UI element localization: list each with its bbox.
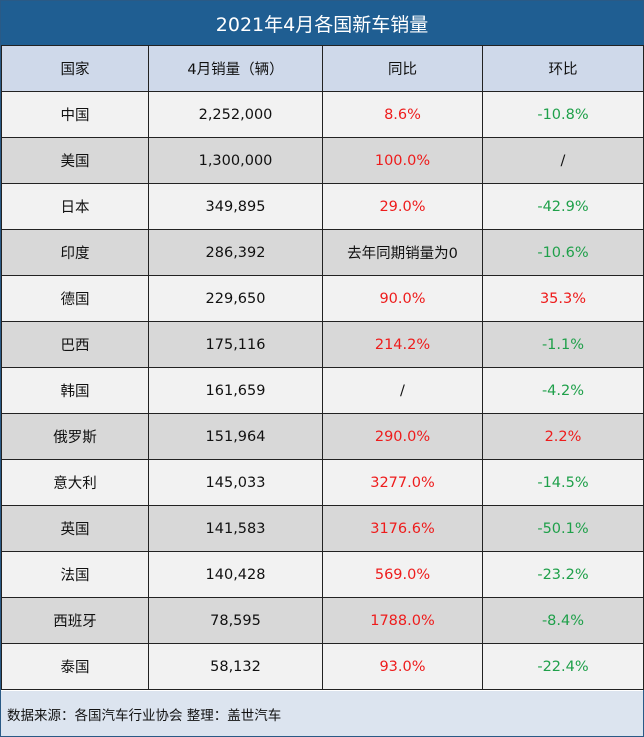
cell-mom: -50.1% (482, 505, 644, 552)
cell-country: 泰国 (1, 643, 149, 690)
cell-country: 中国 (1, 91, 149, 138)
table-row: 法国 140,428 569.0% -23.2% (1, 551, 644, 598)
cell-country: 法国 (1, 551, 149, 598)
cell-mom: 35.3% (482, 275, 644, 322)
cell-sales: 2,252,000 (148, 91, 323, 138)
cell-sales: 151,964 (148, 413, 323, 460)
cell-sales: 140,428 (148, 551, 323, 598)
table-row: 巴西 175,116 214.2% -1.1% (1, 321, 644, 368)
table-header-row: 国家 4月销量（辆） 同比 环比 (1, 45, 644, 92)
cell-yoy: / (322, 367, 483, 414)
cell-mom: -4.2% (482, 367, 644, 414)
header-yoy: 同比 (322, 45, 483, 92)
header-sales: 4月销量（辆） (148, 45, 323, 92)
cell-country: 意大利 (1, 459, 149, 506)
cell-yoy: 8.6% (322, 91, 483, 138)
cell-sales: 141,583 (148, 505, 323, 552)
cell-sales: 349,895 (148, 183, 323, 230)
table-row: 意大利 145,033 3277.0% -14.5% (1, 459, 644, 506)
table-row: 英国 141,583 3176.6% -50.1% (1, 505, 644, 552)
table-row: 泰国 58,132 93.0% -22.4% (1, 643, 644, 690)
cell-mom: -10.6% (482, 229, 644, 276)
cell-sales: 175,116 (148, 321, 323, 368)
table-row: 日本 349,895 29.0% -42.9% (1, 183, 644, 230)
cell-yoy: 100.0% (322, 137, 483, 184)
cell-yoy: 214.2% (322, 321, 483, 368)
cell-country: 日本 (1, 183, 149, 230)
cell-sales: 78,595 (148, 597, 323, 644)
table-row: 中国 2,252,000 8.6% -10.8% (1, 91, 644, 138)
cell-country: 印度 (1, 229, 149, 276)
table-title: 2021年4月各国新车销量 (1, 1, 643, 45)
cell-country: 英国 (1, 505, 149, 552)
cell-sales: 229,650 (148, 275, 323, 322)
cell-yoy: 90.0% (322, 275, 483, 322)
cell-yoy: 1788.0% (322, 597, 483, 644)
cell-sales: 145,033 (148, 459, 323, 506)
header-country: 国家 (1, 45, 149, 92)
cell-country: 韩国 (1, 367, 149, 414)
cell-mom: -23.2% (482, 551, 644, 598)
cell-sales: 161,659 (148, 367, 323, 414)
cell-mom: / (482, 137, 644, 184)
cell-yoy: 29.0% (322, 183, 483, 230)
table-row: 美国 1,300,000 100.0% / (1, 137, 644, 184)
cell-mom: -42.9% (482, 183, 644, 230)
table-row: 西班牙 78,595 1788.0% -8.4% (1, 597, 644, 644)
cell-country: 德国 (1, 275, 149, 322)
cell-yoy: 3277.0% (322, 459, 483, 506)
table-row: 韩国 161,659/-4.2% (1, 367, 644, 414)
cell-country: 西班牙 (1, 597, 149, 644)
sales-table: 国家 4月销量（辆） 同比 环比 中国 2,252,000 8.6% -10.8% 美国… (1, 45, 644, 690)
cell-mom: -1.1% (482, 321, 644, 368)
cell-mom: -22.4% (482, 643, 644, 690)
cell-sales: 286,392 (148, 229, 323, 276)
header-mom: 环比 (482, 45, 644, 92)
cell-sales: 1,300,000 (148, 137, 323, 184)
cell-country: 俄罗斯 (1, 413, 149, 460)
cell-yoy: 569.0% (322, 551, 483, 598)
source-footer: 数据来源：各国汽车行业协会 整理：盖世汽车 (1, 691, 643, 736)
table-row: 俄罗斯 151,964 290.0% 2.2% (1, 413, 644, 460)
table-row: 印度 286,392 去年同期销量为0 -10.6% (1, 229, 644, 276)
cell-yoy: 290.0% (322, 413, 483, 460)
cell-yoy: 3176.6% (322, 505, 483, 552)
cell-mom: 2.2% (482, 413, 644, 460)
cell-mom: -10.8% (482, 91, 644, 138)
cell-country: 美国 (1, 137, 149, 184)
cell-yoy: 93.0% (322, 643, 483, 690)
cell-mom: -14.5% (482, 459, 644, 506)
cell-country: 巴西 (1, 321, 149, 368)
cell-sales: 58,132 (148, 643, 323, 690)
table-row: 德国 229,650 90.0% 35.3% (1, 275, 644, 322)
cell-yoy: 去年同期销量为0 (322, 229, 483, 276)
cell-mom: -8.4% (482, 597, 644, 644)
